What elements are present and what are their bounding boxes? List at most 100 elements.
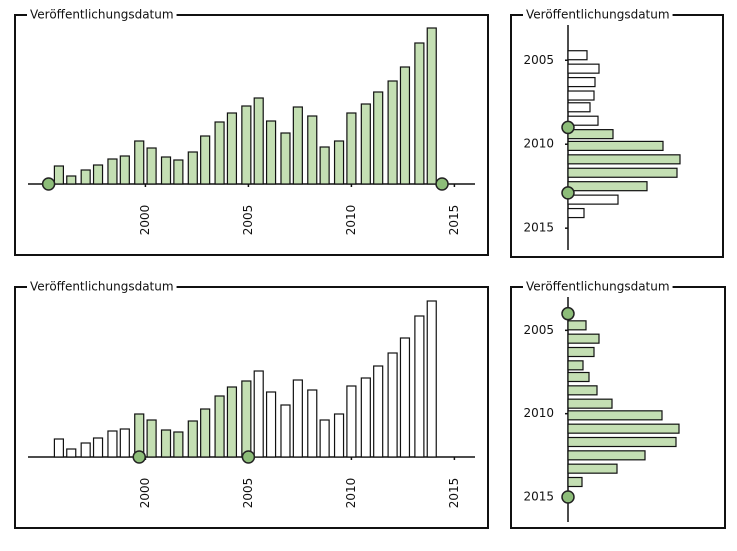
range-handle[interactable] (561, 306, 575, 321)
bar (567, 333, 600, 344)
tick-label: 2010 (523, 406, 554, 420)
tick-label: 2015 (523, 221, 554, 235)
panel-title: Veröffentlichungsdatum (30, 280, 174, 294)
bar (567, 50, 588, 61)
bar (66, 175, 77, 185)
bar (160, 156, 172, 185)
bar (319, 419, 330, 458)
title-background (523, 7, 673, 22)
bar (399, 66, 411, 185)
bar (567, 450, 646, 461)
bar (333, 140, 345, 185)
bar (360, 377, 371, 458)
bar (567, 181, 648, 192)
panel-frame (510, 286, 726, 529)
bar (567, 463, 618, 474)
bar (567, 423, 680, 434)
panel-title: Veröffentlichungsdatum (526, 280, 670, 294)
bar (567, 436, 677, 448)
tick-label: 2000 (138, 478, 152, 509)
panel-title: Veröffentlichungsdatum (30, 8, 174, 22)
bar (265, 120, 277, 185)
bar (226, 112, 238, 185)
tick-label: 2005 (523, 53, 554, 67)
tick-label: 2010 (344, 478, 358, 509)
bar (146, 147, 157, 185)
bar (373, 91, 384, 185)
bar (92, 164, 104, 185)
tick-label: 2015 (523, 490, 554, 504)
bar (387, 352, 398, 458)
bar (200, 135, 211, 185)
bar (399, 337, 411, 458)
bar (253, 370, 264, 458)
title-background (27, 7, 177, 22)
bar (414, 42, 425, 185)
title-background (523, 279, 673, 294)
bar (567, 102, 591, 113)
bar (567, 385, 598, 396)
bar (134, 140, 145, 185)
panel-frame (510, 14, 724, 258)
bar (107, 430, 118, 458)
bar (567, 476, 583, 488)
bar (292, 106, 303, 185)
range-handle[interactable] (241, 450, 256, 464)
bar (119, 428, 130, 458)
bar (567, 346, 595, 358)
bar (346, 112, 357, 185)
bar (333, 413, 345, 458)
title-background (27, 279, 177, 294)
bar (280, 132, 291, 185)
bar (173, 431, 184, 458)
bar (80, 169, 91, 185)
bar (567, 410, 663, 421)
range-handle[interactable] (41, 177, 56, 191)
range-handle[interactable] (132, 450, 146, 464)
bar (66, 448, 77, 458)
bar (280, 404, 291, 458)
bar (567, 207, 585, 219)
bar (360, 103, 371, 185)
bar (567, 63, 600, 74)
bar (567, 194, 619, 205)
range-handle[interactable] (561, 186, 575, 200)
bar (307, 389, 318, 458)
bar (265, 391, 277, 458)
bar (319, 146, 330, 185)
bar (292, 379, 303, 458)
panel-title: Veröffentlichungsdatum (526, 8, 670, 22)
bar (146, 419, 157, 458)
bar (567, 90, 595, 101)
bar (107, 158, 118, 185)
bar (567, 320, 587, 331)
range-handle[interactable] (435, 177, 449, 191)
tick-label: 2015 (447, 205, 461, 236)
bar (387, 80, 398, 185)
bar (226, 386, 238, 458)
range-handle[interactable] (561, 120, 575, 135)
bar (373, 365, 384, 458)
tick-label: 2005 (241, 205, 255, 236)
tick-label: 2015 (447, 478, 461, 509)
bar (53, 438, 64, 458)
bar (567, 140, 664, 151)
bar (173, 159, 184, 185)
bar (567, 360, 584, 371)
tick-label: 2005 (241, 478, 255, 509)
bar (241, 105, 252, 185)
bar (426, 300, 437, 458)
bar (214, 121, 225, 185)
tick-label: 2010 (344, 205, 358, 236)
bar (567, 129, 614, 140)
bar (346, 385, 357, 458)
bar (307, 115, 318, 185)
range-handle[interactable] (561, 490, 575, 504)
tick-label: 2010 (523, 137, 554, 151)
bar (426, 27, 437, 185)
bar (567, 371, 590, 383)
bar (53, 165, 64, 185)
bar (567, 398, 613, 409)
bar (187, 420, 198, 458)
